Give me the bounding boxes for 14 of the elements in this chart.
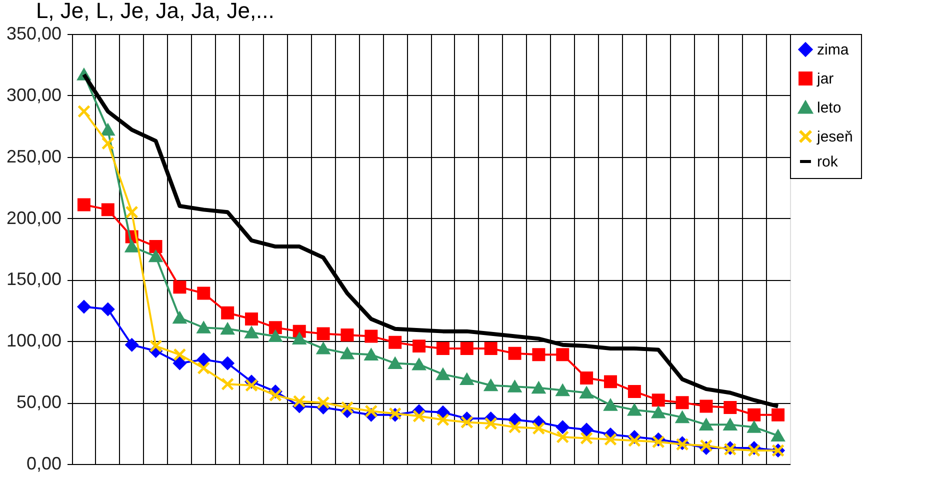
y-tick-label: 250,00 xyxy=(6,146,62,166)
y-tick-label: 300,00 xyxy=(6,84,62,105)
y-tick-label: 0,00 xyxy=(26,454,62,474)
y-tick-label: 150,00 xyxy=(6,269,62,290)
y-tick-label: 350,00 xyxy=(6,24,62,44)
legend-label: rok xyxy=(817,154,838,170)
legend-label: jar xyxy=(816,70,834,88)
legend-label: zima xyxy=(817,42,850,58)
chart-title: L, Je, L, Je, Ja, Ja, Je,... xyxy=(36,0,274,23)
legend-label: jeseň xyxy=(816,128,853,146)
y-tick-label: 200,00 xyxy=(6,208,62,228)
legend-label: leto xyxy=(817,100,842,116)
y-tick-label: 100,00 xyxy=(6,330,62,351)
y-tick-label: 50,00 xyxy=(16,392,62,412)
